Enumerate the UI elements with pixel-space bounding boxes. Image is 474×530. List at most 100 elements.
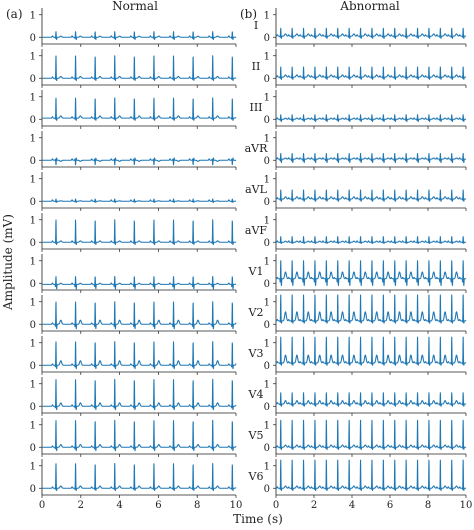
lead-label: V2 (248, 306, 264, 319)
panel-0-lead-avl: 01 (30, 172, 237, 211)
y-tick-label: 0 (264, 156, 270, 167)
ecg-trace-v2 (275, 294, 467, 324)
y-tick-label: 1 (30, 51, 36, 62)
y-tick-label: 0 (264, 115, 270, 126)
y-tick-label: 1 (30, 10, 36, 21)
x-tick-label: 4 (116, 500, 122, 511)
y-tick-label: 0 (30, 484, 36, 495)
y-tick-label: 1 (264, 461, 270, 472)
y-tick-label: 1 (264, 338, 270, 349)
y-tick-label: 0 (264, 279, 270, 290)
ecg-trace-i (41, 31, 237, 41)
panel-1-lead-v2: 0 1V2 (248, 294, 467, 334)
ecg-trace-v2 (41, 301, 237, 330)
x-tick-label: 8 (425, 500, 431, 511)
y-tick-label: 1 (30, 297, 36, 308)
y-tick-label: 1 (264, 133, 270, 144)
panel-letter-b: (b) (240, 7, 257, 21)
ecg-trace-ii (41, 55, 237, 82)
lead-label: V1 (248, 265, 264, 278)
panel-0-lead-v6: 010 2 4 6 8 10 (30, 459, 242, 511)
y-tick-label: 0 (30, 320, 36, 331)
y-tick-label: 1 (264, 420, 270, 431)
ecg-trace-v5 (275, 419, 467, 451)
panel-0-lead-ii: 01 (30, 49, 237, 88)
y-tick-label: 0 (264, 238, 270, 249)
lead-label: aVL (245, 183, 268, 196)
lead-label: aVF (245, 224, 268, 237)
panel-0-lead-v4: 01 (30, 377, 237, 416)
panel-1-lead-v3: 0 1V3 (248, 336, 467, 375)
ecg-trace-iii (275, 114, 467, 123)
ecg-trace-i (275, 27, 467, 39)
y-tick-label: 0 (264, 197, 270, 208)
panel-1-lead-v5: 0 1V5 (248, 418, 467, 457)
y-tick-label: 0 (30, 279, 36, 290)
y-tick-label: 1 (264, 174, 270, 185)
panel-1-lead-ii: 0 1II (252, 49, 467, 88)
panel-0-lead-v5: 01 (30, 418, 237, 457)
y-tick-label: 0 (30, 74, 36, 85)
y-tick-label: 1 (264, 92, 270, 103)
y-tick-label: 0 (30, 443, 36, 454)
lead-label: V4 (248, 388, 264, 401)
ecg-trace-v1 (41, 275, 237, 290)
x-axis-label: Time (s) (233, 512, 283, 526)
ecg-trace-v4 (275, 392, 467, 407)
y-tick-label: 1 (264, 379, 270, 390)
lead-label: II (252, 60, 261, 73)
panel-0-lead-v2: 01 (30, 295, 237, 334)
y-tick-label: 0 (264, 361, 270, 372)
lead-label: V6 (248, 470, 264, 483)
panel-0-lead-i: 01 (30, 8, 237, 47)
ecg-trace-v5 (41, 419, 237, 452)
ecg-trace-v4 (41, 378, 237, 411)
ecg-trace-v6 (41, 462, 237, 492)
panel-title-normal: Normal (112, 0, 158, 13)
ecg-trace-avf (41, 219, 237, 246)
y-tick-label: 0 (30, 197, 36, 208)
ecg-trace-iii (41, 97, 237, 121)
x-tick-label: 4 (349, 500, 355, 511)
panel-1-lead-i: 0 1I (254, 8, 467, 47)
y-tick-label: 1 (264, 10, 270, 21)
y-tick-label: 0 (264, 320, 270, 331)
y-tick-label: 0 (30, 33, 36, 44)
lead-label: I (254, 19, 258, 32)
y-tick-label: 0 (30, 238, 36, 249)
ecg-trace-v3 (41, 341, 237, 370)
y-tick-label: 1 (30, 215, 36, 226)
panel-0-lead-v1: 01 (30, 254, 237, 293)
lead-label: V3 (248, 347, 264, 360)
ecg-trace-avr (275, 152, 467, 164)
y-tick-label: 1 (30, 338, 36, 349)
panel-0-lead-v3: 01 (30, 336, 237, 375)
lead-label: III (249, 101, 262, 114)
panel-title-abnormal: Abnormal (339, 0, 400, 13)
y-tick-label: 0 (30, 402, 36, 413)
y-tick-label: 0 (264, 443, 270, 454)
x-tick-label: 10 (460, 500, 473, 511)
ecg-trace-avl (275, 189, 467, 202)
panel-0-lead-avf: 01 (30, 213, 237, 252)
y-tick-label: 1 (30, 461, 36, 472)
ecg-trace-v1 (275, 260, 467, 287)
y-tick-label: 0 (264, 402, 270, 413)
panel-0-lead-iii: 01 (30, 90, 237, 129)
x-tick-label: 8 (194, 500, 200, 511)
ecg-trace-avr (41, 157, 237, 166)
x-tick-label: 6 (155, 500, 161, 511)
lead-label: V5 (248, 429, 264, 442)
y-tick-label: 1 (264, 51, 270, 62)
x-tick-label: 0 (273, 500, 279, 511)
ecg-trace-v6 (275, 459, 467, 492)
y-tick-label: 1 (30, 133, 36, 144)
panel-1-lead-v1: 0 1V1 (248, 254, 467, 293)
x-tick-label: 6 (387, 500, 393, 511)
x-tick-label: 0 (39, 500, 45, 511)
